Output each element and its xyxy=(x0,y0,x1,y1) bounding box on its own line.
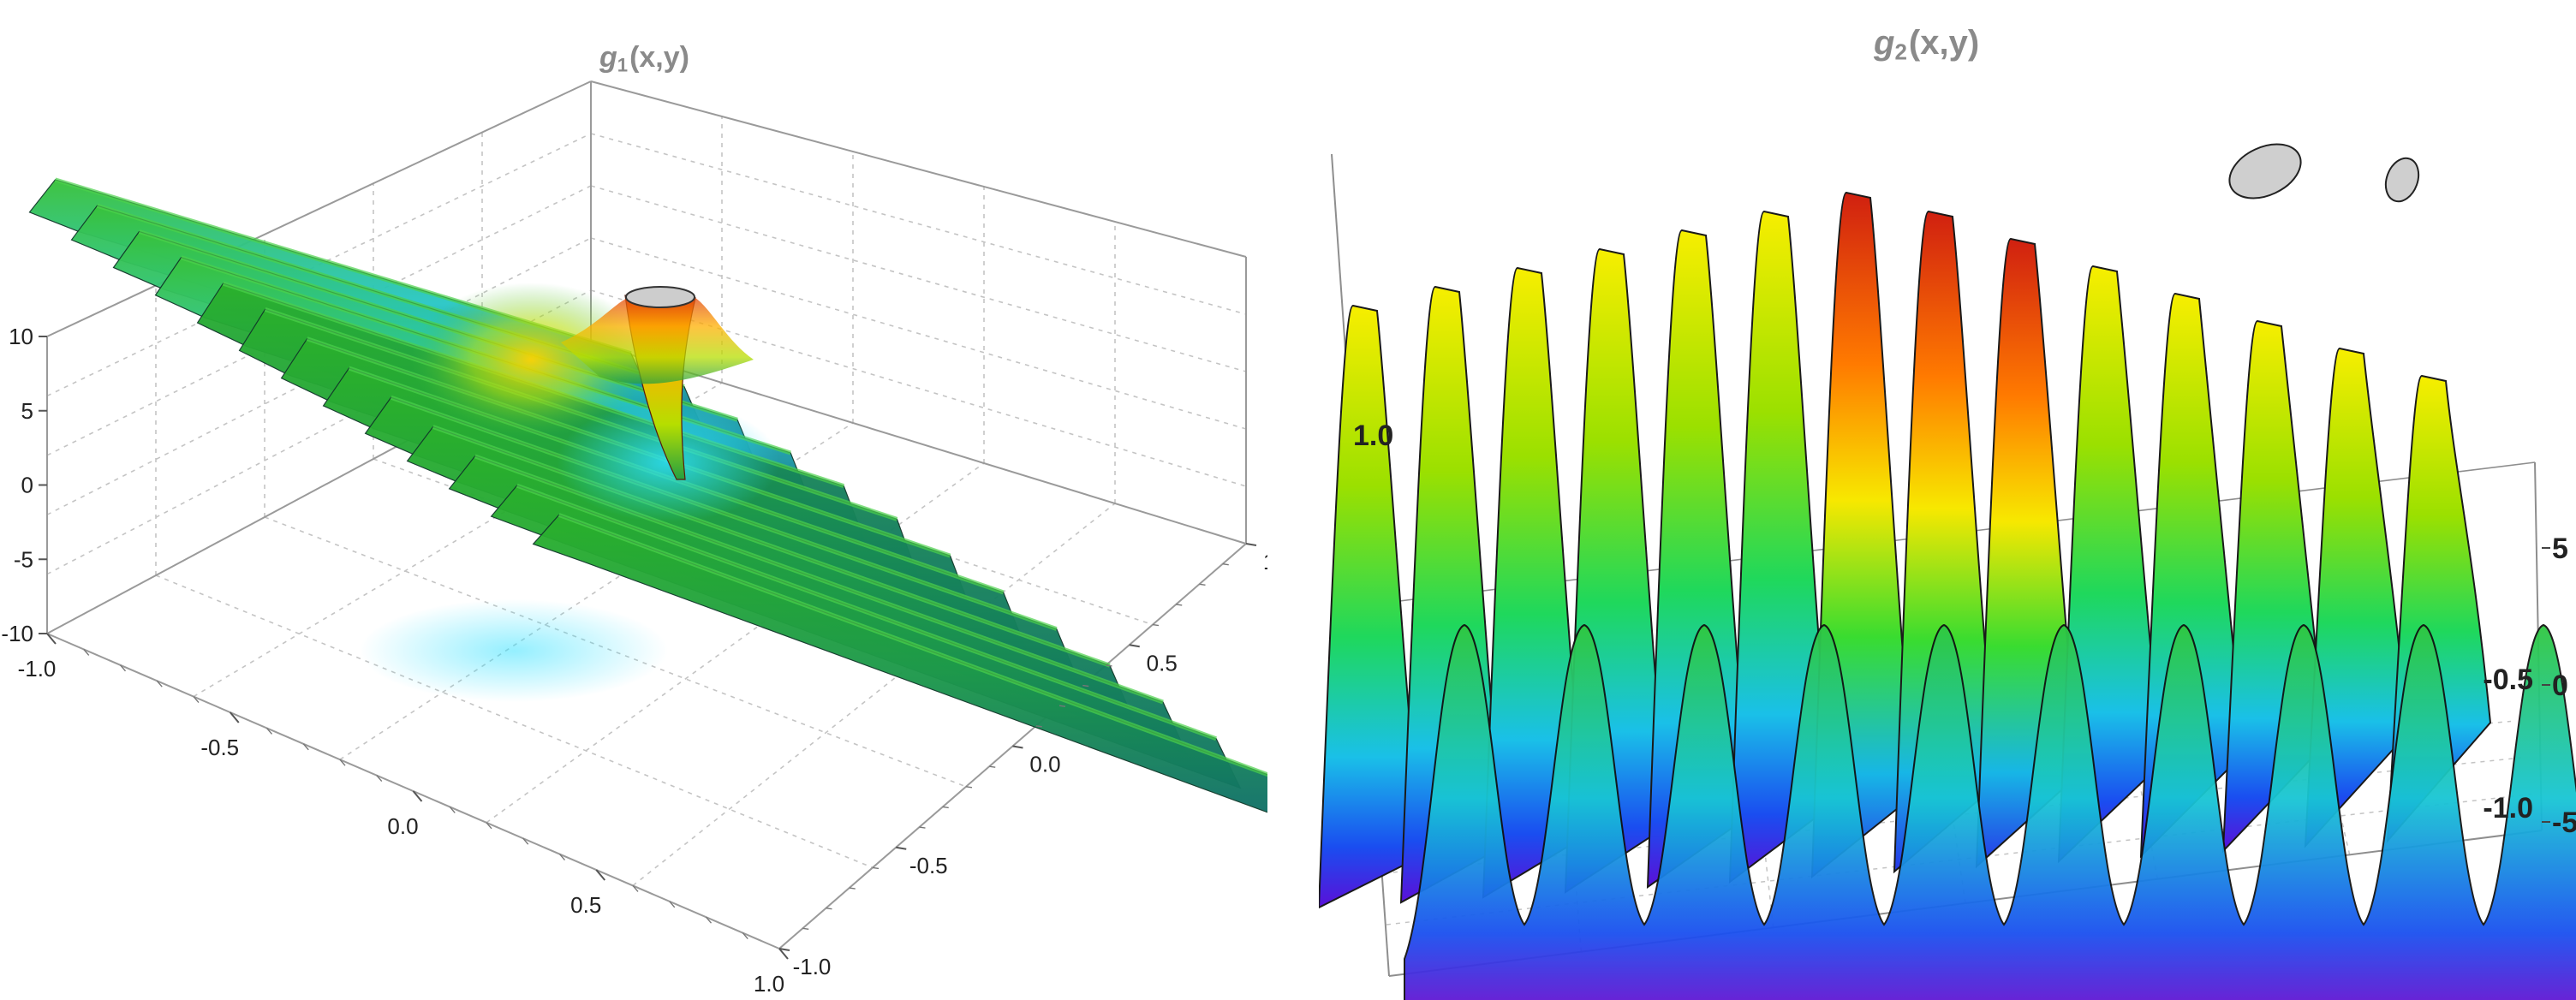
z-tick-label: 10 xyxy=(9,324,33,349)
surface-plot-g1: -1.0 -0.5 0.0 0.5 1.0 -1.0 -0.5 0.0 0.5 1.0 -10 -5 0… xyxy=(1,80,1267,997)
title-arguments: (x,y) xyxy=(1908,24,1980,62)
y-tick-label: -0.5 xyxy=(2483,664,2533,696)
z-tick-label: 5 xyxy=(2552,533,2568,565)
surface-g1 xyxy=(28,177,1267,813)
y-tick-label: -1.0 xyxy=(793,954,832,979)
title-function-name: g xyxy=(599,41,617,74)
title-subscript: 2 xyxy=(1894,39,1907,65)
chart-title-g1: g1(x,y) xyxy=(599,41,689,77)
tick-labels-g2: 1.0 -0.5 -1.0 5 0 -5 xyxy=(1353,420,2576,839)
z-tick-label: -10 xyxy=(1,621,33,646)
z-tick-label: 0 xyxy=(2552,670,2568,702)
x-tick-label: 0.0 xyxy=(387,813,418,839)
y-tick-label: 1.0 xyxy=(1263,549,1267,574)
surface-g2 xyxy=(1319,143,2576,1000)
chart-panel-g1: g1(x,y) xyxy=(0,0,1267,1000)
y-tick-label: 0.5 xyxy=(1147,650,1178,676)
y-tick-label: 1.0 xyxy=(1353,420,1393,452)
y-tick-label: 0.0 xyxy=(1029,752,1060,777)
chart-panel-g2: g2(x,y) xyxy=(1319,0,2576,1000)
x-tick-label: 0.5 xyxy=(570,892,601,918)
title-arguments: (x,y) xyxy=(629,41,689,74)
y-tick-label: -1.0 xyxy=(2483,792,2533,824)
y-tick-label: -0.5 xyxy=(909,853,948,878)
title-function-name: g xyxy=(1874,24,1895,62)
z-tick-label: 0 xyxy=(21,473,33,498)
chart-title-g2: g2(x,y) xyxy=(1874,24,1979,66)
surface-plot-g2: 1.0 -0.5 -1.0 5 0 -5 xyxy=(1319,143,2576,1000)
x-tick-label: -1.0 xyxy=(18,656,57,682)
x-tick-label: 1.0 xyxy=(754,971,784,997)
x-tick-label: -0.5 xyxy=(200,735,239,760)
z-tick-label: -5 xyxy=(14,546,33,572)
z-tick-label: 5 xyxy=(21,398,33,424)
z-tick-label: -5 xyxy=(2552,807,2576,839)
title-subscript: 1 xyxy=(617,54,629,76)
tick-labels-g1: -1.0 -0.5 0.0 0.5 1.0 -1.0 -0.5 0.0 0.5 1.0 -10 -5 0… xyxy=(1,324,1267,997)
